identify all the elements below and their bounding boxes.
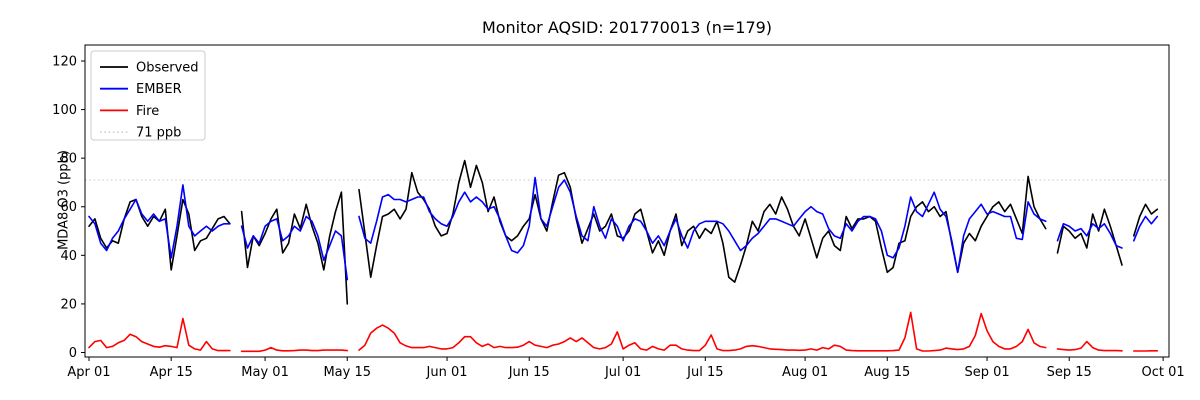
series-fire: [88, 317, 231, 352]
series-fire: [1056, 340, 1123, 352]
y-tick-label: 0: [69, 346, 77, 361]
legend-label-71-ppb: 71 ppb: [136, 126, 181, 141]
x-tick-label: May 01: [241, 365, 289, 380]
x-tick-label: Apr 01: [67, 365, 110, 380]
series-fire: [240, 346, 349, 353]
series-observed: [358, 159, 1047, 283]
series-fire: [358, 311, 1047, 352]
legend-box: [90, 50, 206, 141]
series-ember: [1133, 215, 1159, 242]
y-tick-label: 40: [60, 249, 77, 264]
series-ember: [240, 215, 349, 281]
x-tick-label: Oct 01: [1142, 365, 1185, 380]
series-ember: [358, 176, 1047, 274]
x-tick-label: Apr 15: [150, 365, 193, 380]
y-axis-label: MDA8 O3 (ppb): [56, 150, 72, 250]
legend-label-ember: EMBER: [136, 82, 182, 97]
x-tick-label: Jun 15: [508, 365, 550, 380]
axes-frame: [84, 44, 1170, 358]
chart-title: Monitor AQSID: 201770013 (n=179): [481, 18, 773, 37]
series-ember: [1056, 223, 1123, 249]
x-tick-label: Aug 01: [782, 365, 828, 380]
y-tick-label: 60: [60, 200, 77, 215]
y-tick-label: 100: [52, 103, 77, 118]
y-tick-label: 20: [60, 297, 77, 312]
plot-area: [85, 45, 1169, 357]
x-tick-label: Jun 01: [426, 365, 468, 380]
legend-label-fire: Fire: [136, 104, 159, 119]
legend-label-observed: Observed: [136, 61, 199, 76]
series-ember: [88, 184, 231, 259]
x-tick-label: Aug 15: [864, 365, 910, 380]
series-observed: [1133, 203, 1159, 237]
x-tick-label: May 15: [323, 365, 371, 380]
series-observed: [240, 191, 349, 305]
y-tick-label: 120: [52, 54, 77, 69]
x-tick-label: Jul 15: [686, 365, 723, 380]
x-tick-label: Jul 01: [604, 365, 641, 380]
x-tick-label: Sep 01: [964, 365, 1009, 380]
y-tick-label: 80: [60, 152, 77, 167]
x-tick-label: Sep 15: [1047, 365, 1092, 380]
